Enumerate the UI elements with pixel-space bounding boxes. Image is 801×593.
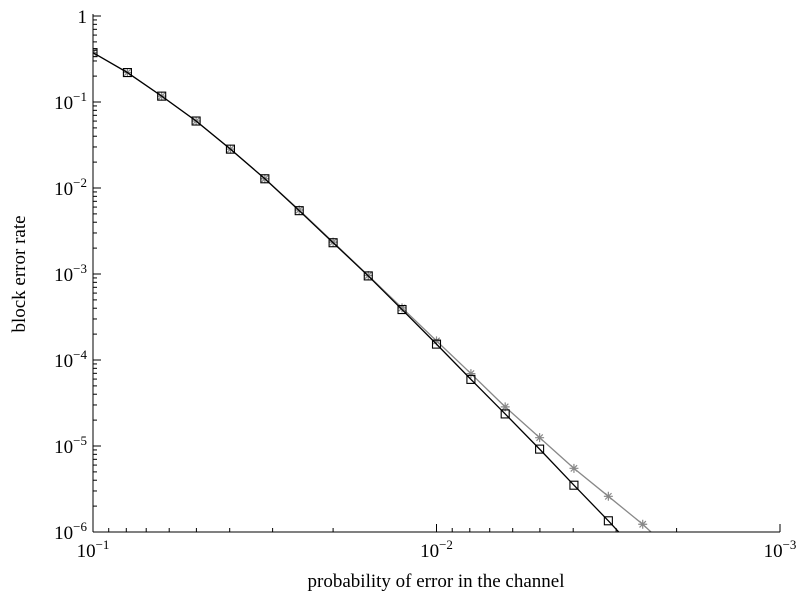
series-line <box>93 52 620 532</box>
data-point <box>535 433 545 443</box>
data-point <box>466 374 476 384</box>
data-point <box>672 551 681 560</box>
tick-labels: 110−110−210−310−410−510−610−1 10−2 10−3 <box>54 7 796 562</box>
x-axis-label: probability of error in the channel <box>308 571 565 592</box>
data-point <box>191 116 201 126</box>
data-point <box>638 519 648 529</box>
data-point <box>432 336 441 346</box>
y-tick-label: 10−2 <box>54 175 87 200</box>
data-point <box>500 409 510 419</box>
series-square <box>93 48 647 562</box>
y-tick-label: 10−4 <box>54 347 87 372</box>
series-star <box>93 48 716 591</box>
series-line <box>93 52 652 532</box>
data-point <box>603 491 613 501</box>
data-point <box>569 480 579 490</box>
data-point <box>93 48 98 58</box>
data-point <box>639 554 647 562</box>
data-point <box>397 303 407 313</box>
data-point <box>363 271 373 281</box>
series-layer <box>93 48 716 591</box>
data-point <box>328 238 338 248</box>
y-tick-label: 10−1 <box>54 89 87 114</box>
data-point <box>431 339 442 349</box>
data-point <box>157 91 167 101</box>
data-point <box>294 206 304 216</box>
x-tick-label: 10−1 <box>77 537 110 562</box>
axes <box>92 14 781 533</box>
x-tick-label: 10−3 <box>764 537 797 562</box>
y-axis-label: block error rate <box>9 215 30 332</box>
data-point <box>225 144 235 154</box>
y-tick-label: 10−6 <box>54 519 87 544</box>
y-tick-label: 10−5 <box>54 433 87 458</box>
data-point <box>569 463 579 473</box>
data-point <box>397 305 407 315</box>
y-tick-label: 10−3 <box>54 261 87 286</box>
y-tick-label: 1 <box>78 7 88 28</box>
x-tick-label: 10−2 <box>420 537 453 562</box>
data-point <box>500 402 510 412</box>
data-point <box>122 68 132 78</box>
data-point <box>707 582 716 591</box>
data-point <box>466 369 476 379</box>
data-point <box>603 516 613 526</box>
data-point <box>535 444 545 454</box>
data-point <box>260 174 270 184</box>
